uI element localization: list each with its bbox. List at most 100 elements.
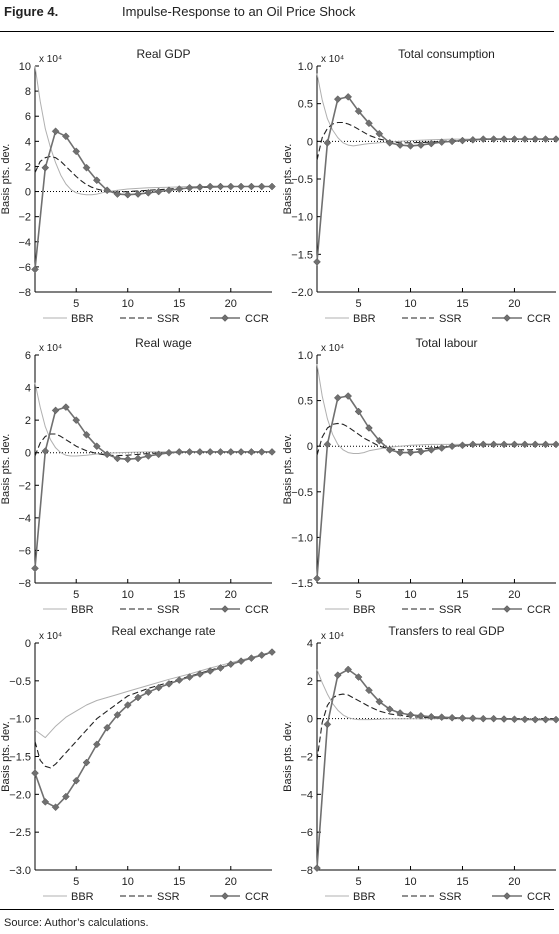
ccr-point (385, 138, 394, 147)
y-tick-label: 0.5 (298, 99, 313, 111)
y-tick-label: 4 (25, 383, 31, 395)
ccr-point (134, 454, 142, 463)
ccr-point (216, 664, 225, 672)
ccr-point (154, 683, 163, 692)
exponent-label: x 10⁴ (321, 54, 344, 65)
y-tick-label: −8 (300, 865, 313, 877)
figure-header: Figure 4. Impulse-Response to an Oil Pri… (0, 0, 559, 34)
y-tick-label: 10 (19, 61, 31, 73)
ccr-point (134, 190, 142, 198)
chart-title: Transfers to real GDP (388, 624, 504, 638)
ccr-point (448, 442, 456, 451)
ccr-point (458, 136, 467, 145)
legend-marker-ccr (503, 314, 511, 322)
legend-label-ccr: CCR (527, 891, 551, 903)
ccr-point (396, 141, 404, 149)
chart-title: Total labour (415, 336, 477, 350)
x-tick-label: 20 (508, 876, 520, 888)
x-tick-label: 5 (356, 876, 362, 888)
ccr-point (257, 448, 266, 456)
ccr-point (354, 407, 363, 416)
x-tick-label: 20 (508, 589, 520, 601)
ccr-point (396, 709, 404, 717)
y-tick-label: −1.0 (291, 212, 313, 224)
x-tick-label: 20 (225, 589, 237, 601)
ccr-point (427, 445, 436, 454)
x-tick-label: 10 (122, 298, 134, 310)
y-tick-label: 0 (307, 136, 313, 148)
ccr-point (92, 740, 101, 749)
legend-label-ssr: SSR (157, 604, 180, 616)
series-line-ssr (34, 155, 272, 193)
ccr-point (72, 416, 81, 424)
chart-title: Real wage (135, 336, 192, 350)
x-tick-label: 10 (404, 876, 416, 888)
ccr-point (365, 119, 373, 128)
y-tick-label: 8 (25, 86, 31, 98)
ccr-point (437, 713, 446, 722)
ccr-point (62, 132, 70, 141)
figure-title: Impulse-Response to an Oil Price Shock (122, 4, 356, 19)
y-tick-label: −1.0 (9, 714, 31, 726)
exponent-label: x 10⁴ (39, 343, 62, 354)
figure-label: Figure 4. (4, 4, 59, 19)
ccr-point (226, 660, 235, 669)
ccr-point (154, 450, 163, 459)
ccr-point (123, 455, 132, 464)
ccr-point (313, 864, 321, 872)
ccr-point (185, 448, 194, 456)
ccr-point (92, 176, 101, 185)
y-tick-label: −2.0 (291, 287, 313, 299)
x-tick-label: 20 (225, 876, 237, 888)
ccr-point (531, 440, 540, 449)
series-line-bbr (34, 651, 273, 739)
legend-label-ccr: CCR (245, 313, 269, 325)
y-tick-label: −1.5 (291, 578, 313, 590)
ccr-point (333, 671, 342, 680)
ccr-point (237, 182, 245, 191)
ccr-point (247, 448, 256, 456)
y-tick-label: 0 (307, 714, 313, 726)
ccr-point (82, 430, 91, 439)
exponent-label: x 10⁴ (39, 631, 62, 642)
ccr-point (417, 711, 425, 720)
ccr-point (154, 187, 163, 196)
legend-label-bbr: BBR (71, 604, 94, 616)
ccr-point (520, 440, 529, 449)
ccr-point (268, 648, 276, 656)
legend-marker-ccr (221, 314, 229, 322)
ccr-point (541, 440, 550, 449)
ccr-point (385, 445, 394, 454)
ccr-point (333, 95, 342, 104)
ccr-point (72, 776, 81, 785)
ccr-point (206, 182, 215, 191)
series-line-bbr (316, 364, 556, 454)
y-tick-label: 1.0 (298, 350, 313, 362)
y-axis-label: Basis pts. dev. (0, 721, 12, 792)
exponent-label: x 10⁴ (321, 631, 344, 642)
ccr-point (103, 723, 111, 732)
legend-marker-ccr (503, 605, 511, 613)
x-tick-label: 20 (225, 298, 237, 310)
chart-panel-1: Real GDP x 10⁴ −8 −6 −4 −2 0 2 4 6 8 10 5 10 15 20 Basis… (0, 47, 276, 325)
ccr-point (469, 135, 477, 144)
x-tick-label: 10 (404, 298, 416, 310)
x-tick-label: 15 (173, 589, 185, 601)
ccr-point (216, 448, 225, 456)
ccr-point (500, 440, 508, 449)
ccr-point (144, 688, 153, 697)
legend-label-bbr: BBR (353, 604, 376, 616)
ccr-point (257, 182, 266, 191)
chart-title: Real GDP (136, 47, 190, 61)
ccr-point (185, 673, 194, 681)
ccr-point (375, 129, 384, 138)
series-line-ssr (34, 652, 273, 769)
ccr-point (344, 665, 353, 674)
legend-label-bbr: BBR (353, 313, 376, 325)
ccr-point (72, 147, 81, 156)
ccr-point (365, 424, 373, 432)
y-tick-label: 4 (307, 638, 313, 650)
y-tick-label: −4 (300, 789, 313, 801)
legend-label-ccr: CCR (527, 313, 551, 325)
series-line-ssr (316, 422, 556, 456)
